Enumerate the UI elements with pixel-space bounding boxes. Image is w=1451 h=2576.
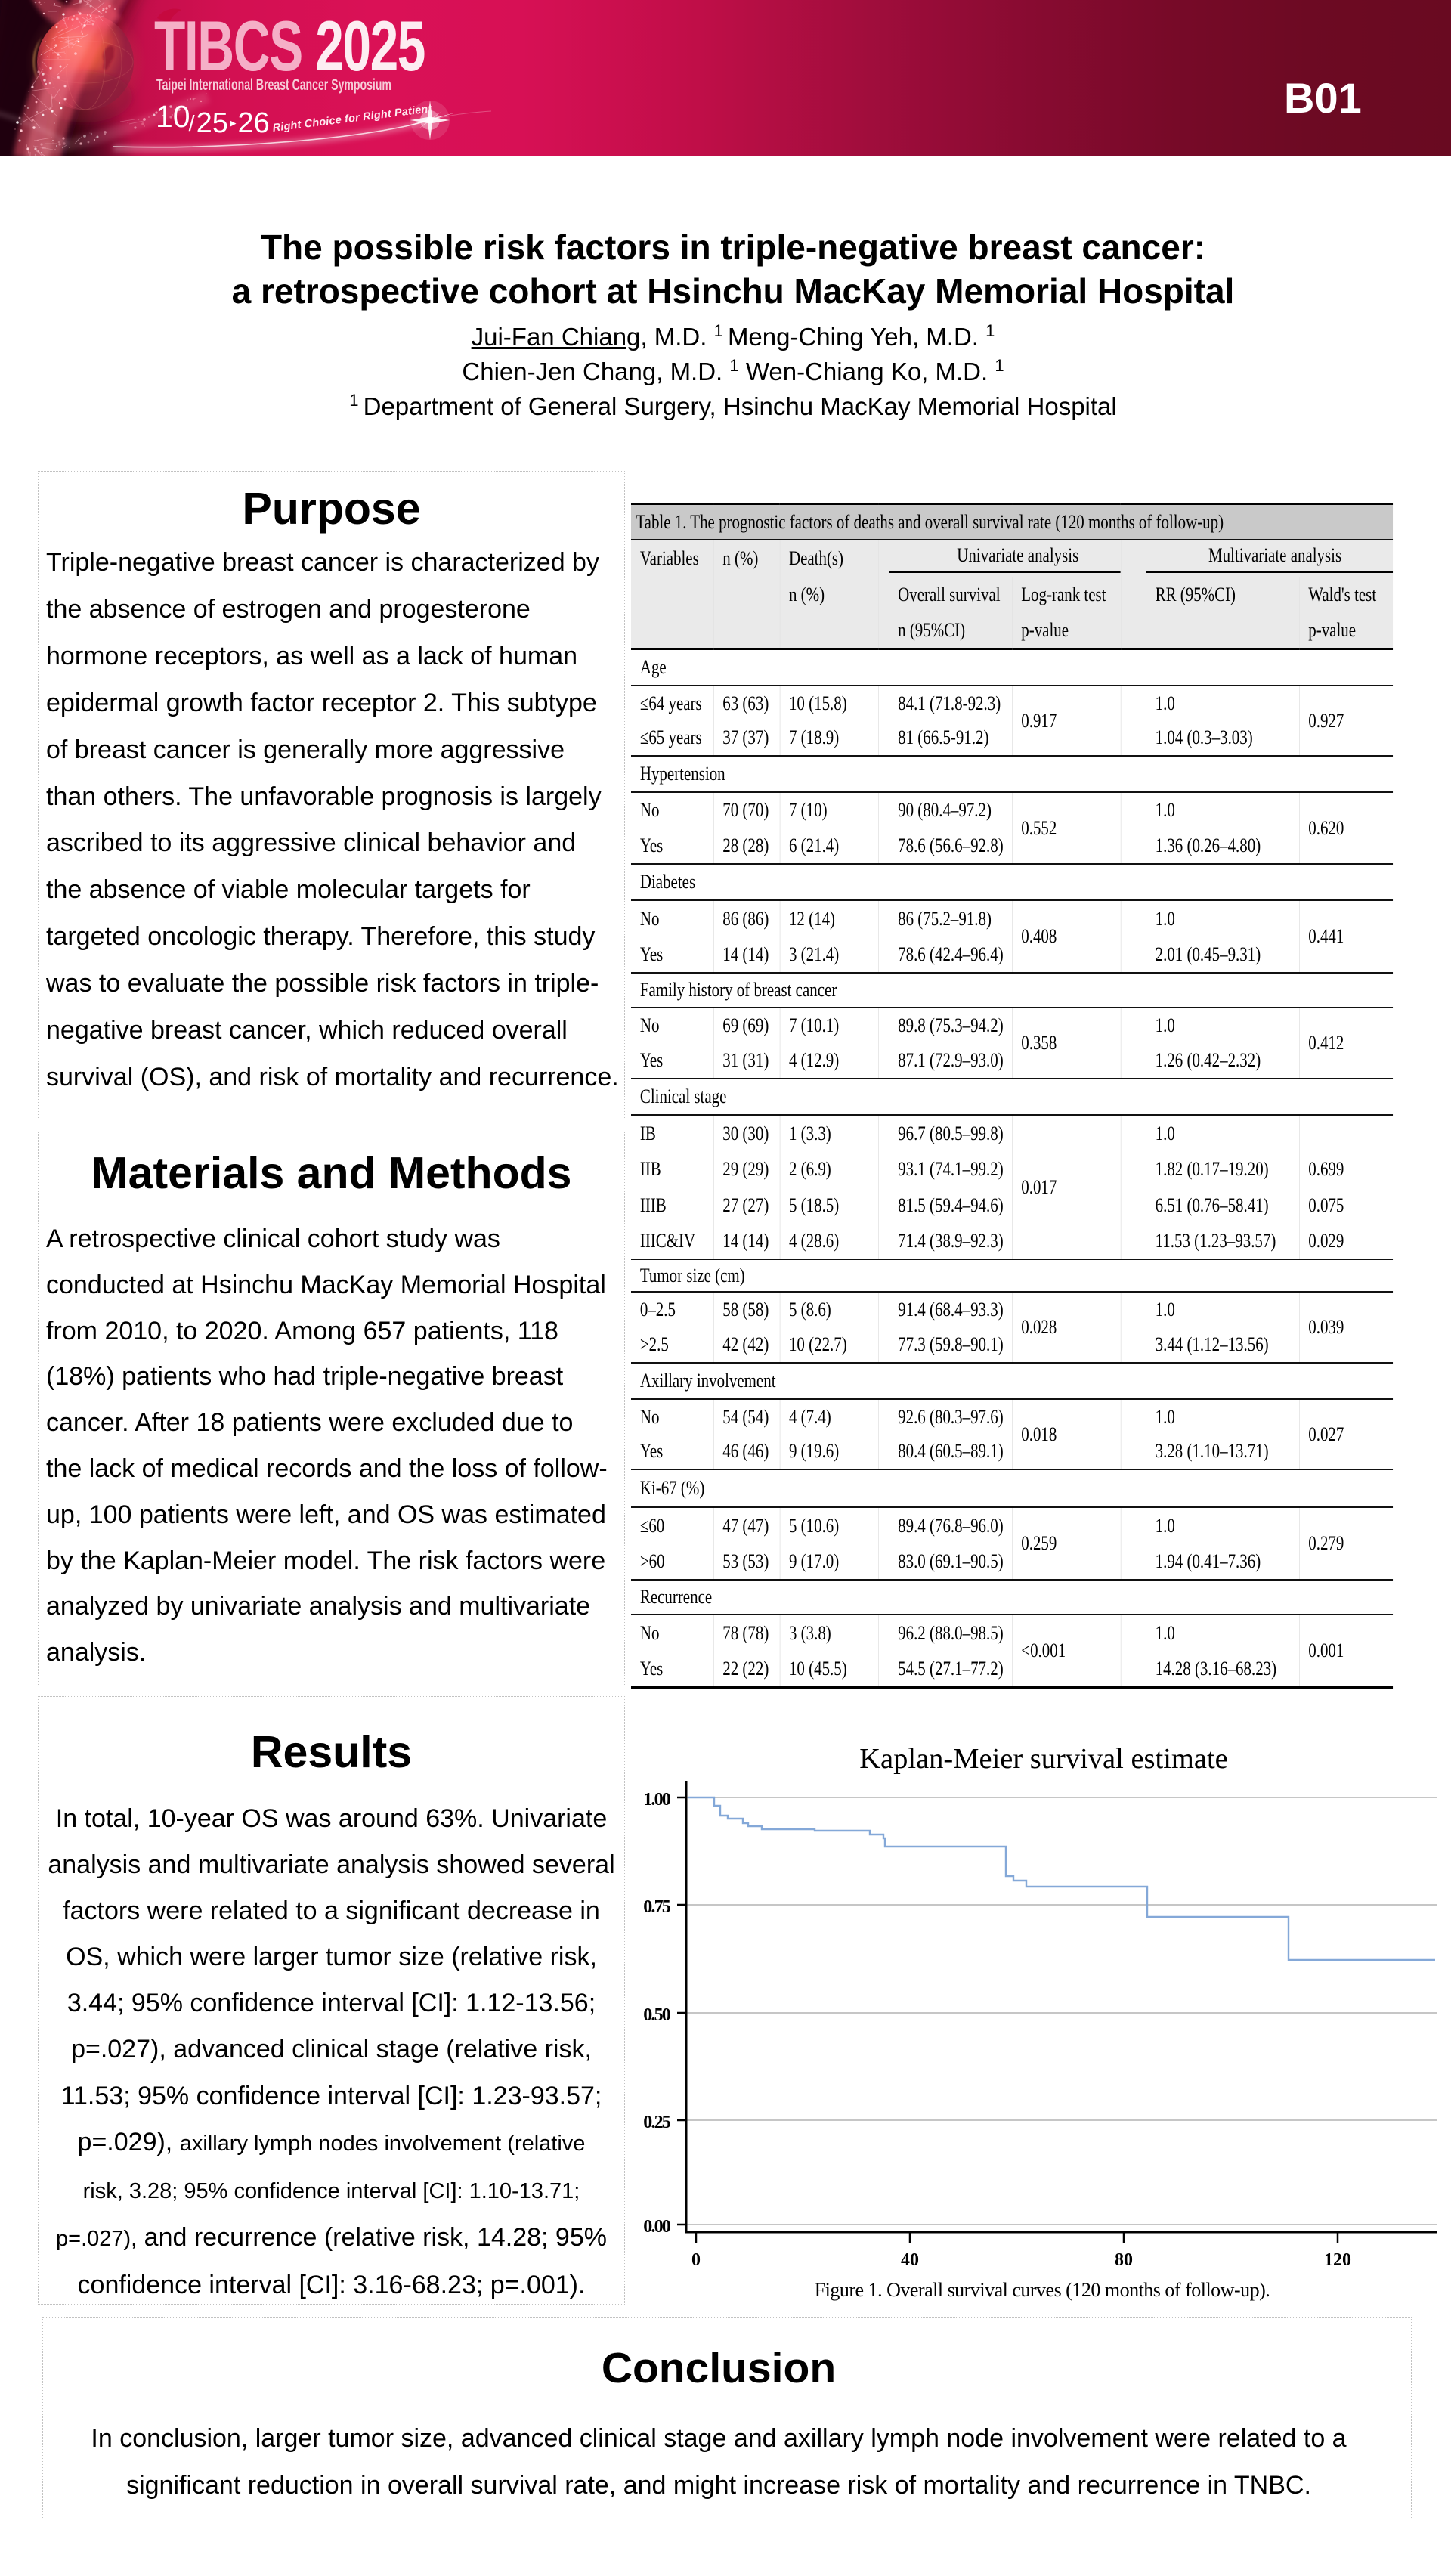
svg-text:0: 0 <box>691 2250 701 2270</box>
svg-text:0.50: 0.50 <box>643 2005 671 2025</box>
svg-text:120: 120 <box>1324 2250 1351 2270</box>
svg-text:40: 40 <box>901 2250 919 2270</box>
svg-text:0.75: 0.75 <box>643 1897 671 1917</box>
svg-text:1.00: 1.00 <box>643 1790 671 1810</box>
svg-text:Figure 1. Overall survival cur: Figure 1. Overall survival curves (120 m… <box>815 2279 1270 2301</box>
svg-text:0.25: 0.25 <box>643 2113 671 2132</box>
svg-text:0.00: 0.00 <box>643 2217 671 2237</box>
svg-text:Kaplan-Meier survival estimate: Kaplan-Meier survival estimate <box>859 1743 1228 1775</box>
svg-text:80: 80 <box>1115 2250 1133 2270</box>
